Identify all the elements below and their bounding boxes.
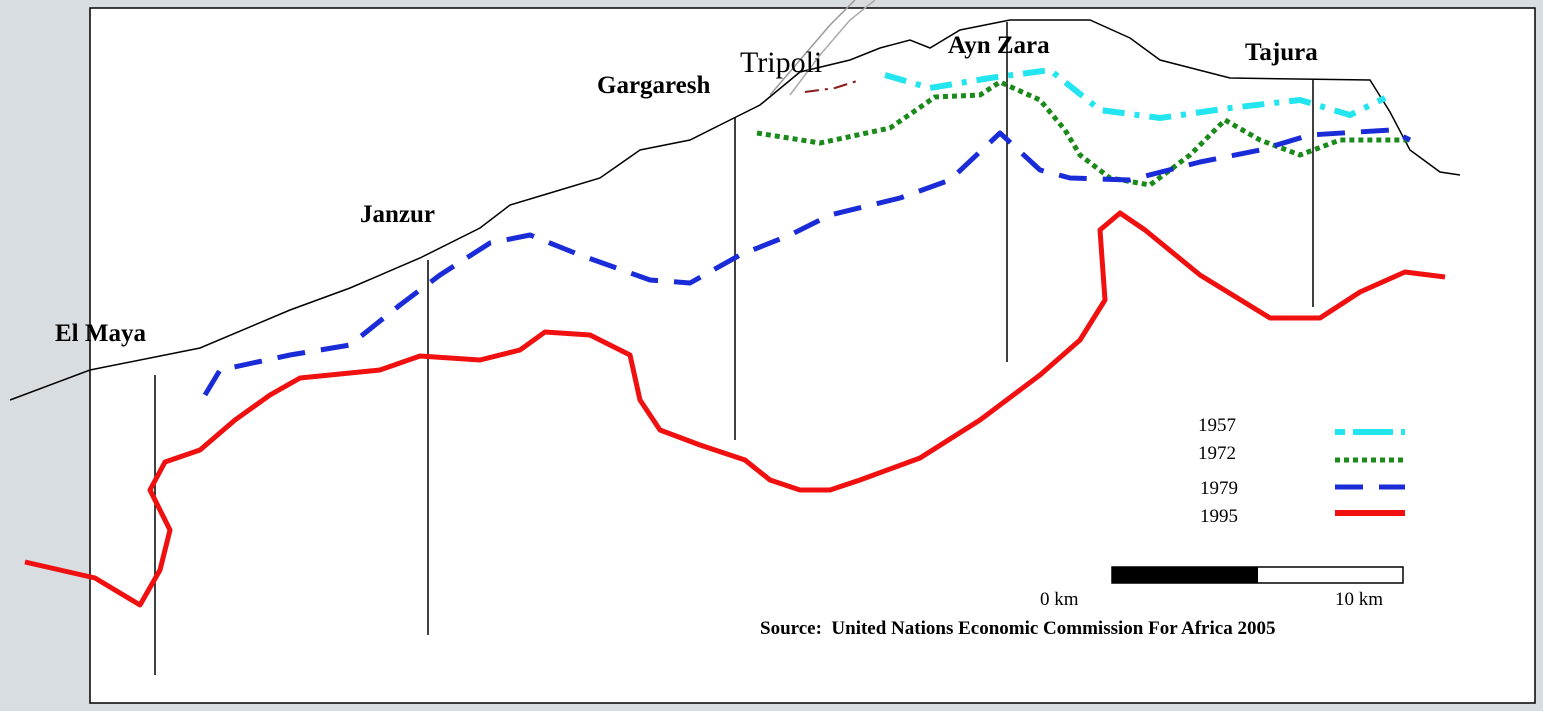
transects: [154, 22, 1314, 675]
road: [769, 0, 856, 96]
place-label: Gargaresh: [597, 72, 711, 99]
source: Source: United Nations Economic Commissi…: [760, 618, 1275, 639]
place-label: Janzur: [360, 201, 435, 228]
scale-label: 10 km: [1335, 589, 1383, 610]
road: [789, 0, 876, 96]
place-label: Tripoli: [740, 46, 822, 79]
line-early: [804, 79, 861, 93]
place-label: Tajura: [1245, 39, 1318, 66]
scale-bar: 0 km 10 km: [1040, 566, 1404, 610]
legend-label: 1995: [1200, 506, 1238, 527]
line-1995: [24, 210, 1446, 608]
line-1972: [756, 79, 1410, 188]
legend-label: 1957: [1198, 415, 1236, 436]
scale-label: 0 km: [1040, 589, 1079, 610]
line-1979: [202, 127, 1412, 397]
coastline: [9, 19, 1461, 401]
frame: [89, 7, 1536, 704]
place-label: Ayn Zara: [948, 32, 1050, 59]
scale-bar-fill: [1112, 567, 1258, 583]
legend-label: 1979: [1200, 478, 1238, 499]
map-lines: [9, 0, 1461, 675]
legend-label: 1972: [1198, 443, 1236, 464]
legend: 1957 1972 1979 1995: [1198, 415, 1405, 527]
place-label: El Maya: [55, 320, 146, 347]
